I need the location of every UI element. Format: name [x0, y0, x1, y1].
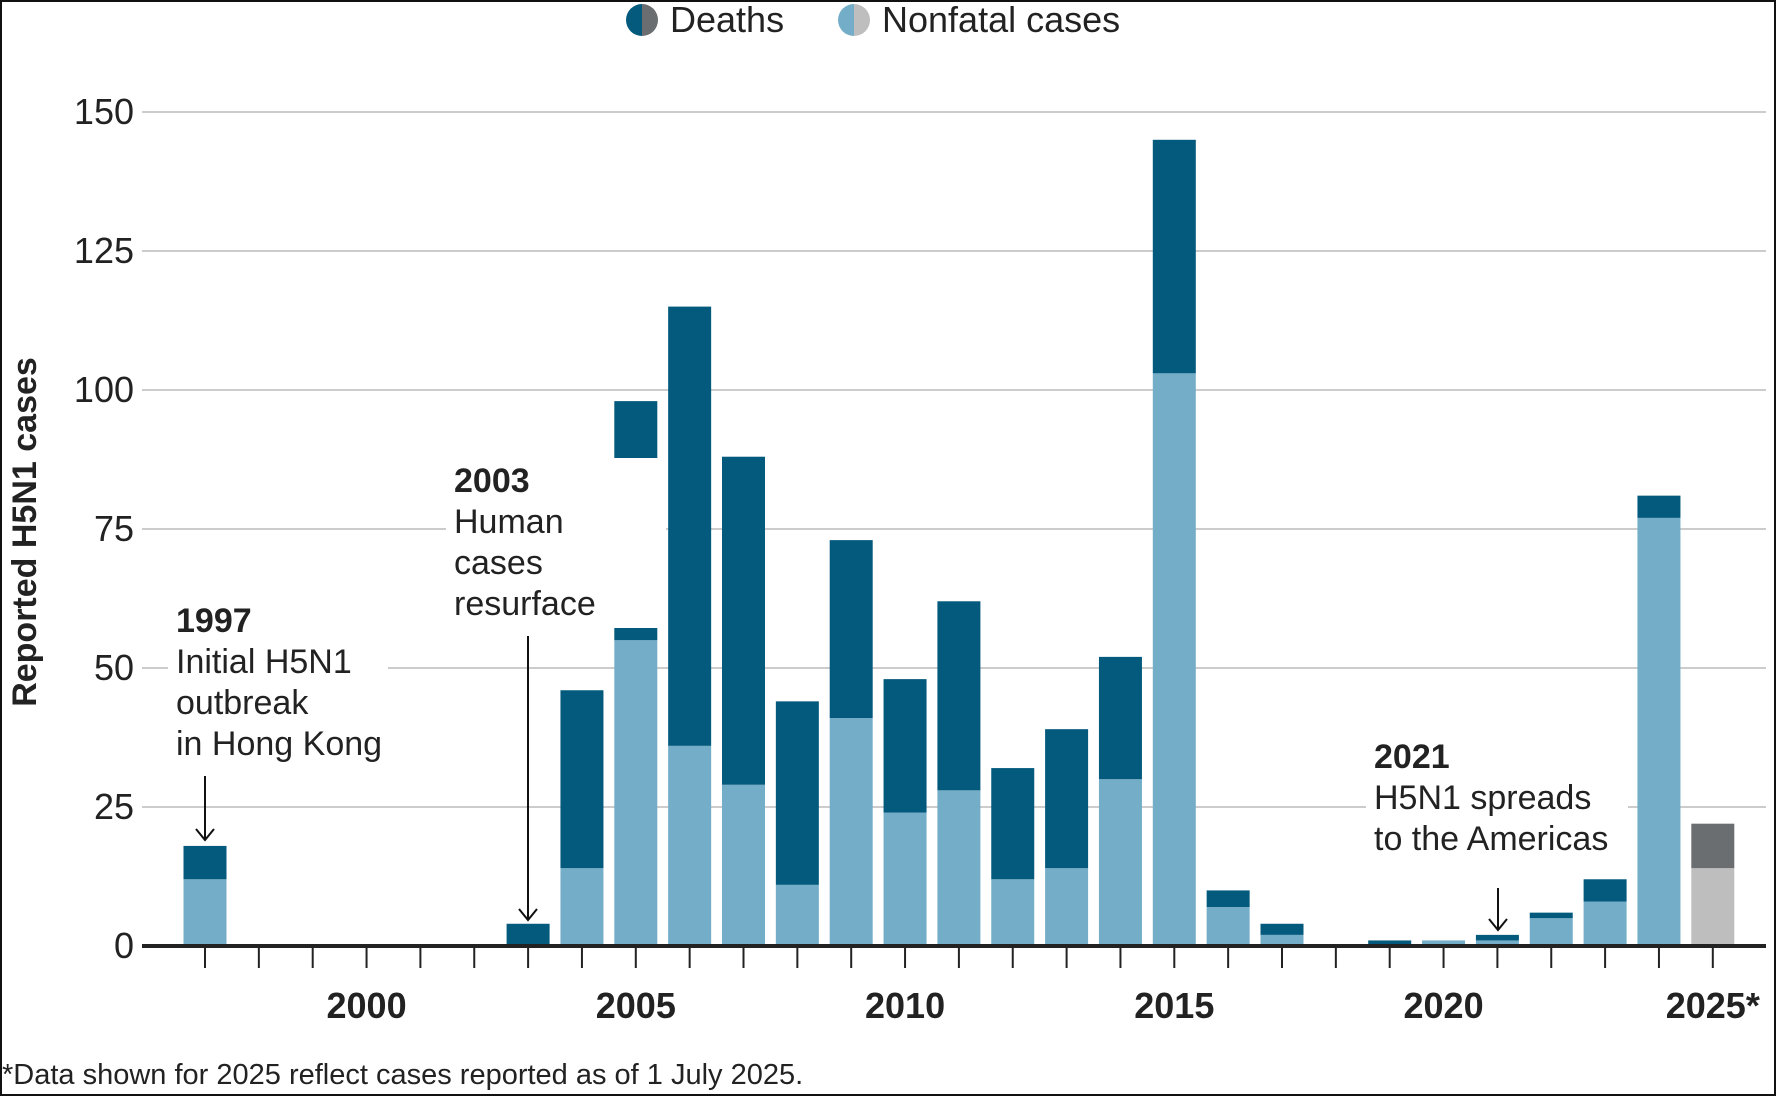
annotation-line-2003-3: resurface	[454, 585, 596, 623]
bar-nonfatal-2017	[1260, 934, 1304, 946]
bar-deaths-2013	[1045, 729, 1089, 869]
bar-nonfatal-2008	[775, 884, 819, 946]
annotation-arrowhead-2003	[518, 908, 538, 922]
bar-nonfatal-2011	[937, 790, 981, 946]
annotation-arrowhead-1997	[195, 828, 215, 842]
bar-deaths-2021	[1475, 934, 1519, 941]
x-tick-label-2020: 2020	[1404, 985, 1484, 1026]
bar-nonfatal-2007	[722, 784, 765, 946]
bar-deaths-2024	[1637, 495, 1681, 518]
annotation-line-1997-3: in Hong Kong	[176, 725, 382, 763]
annotation-line-2003-1: Human	[454, 503, 564, 541]
x-tick-label-2010: 2010	[865, 985, 945, 1026]
legend-swatch-nonfatal	[838, 4, 870, 36]
bar-deaths-2015	[1152, 139, 1196, 374]
y-tick-label-75: 75	[94, 508, 134, 549]
bar-nonfatal-2012	[991, 879, 1035, 946]
y-tick-label-100: 100	[74, 369, 134, 410]
bar-deaths-2019	[1368, 940, 1412, 946]
bar-nonfatal-2014	[1098, 779, 1142, 946]
bar-deaths-2011	[937, 601, 981, 791]
x-tick-label-2000: 2000	[327, 985, 407, 1026]
legend-label-nonfatal: Nonfatal cases	[882, 2, 1120, 40]
bar-deaths-2006	[668, 306, 712, 746]
bar-deaths-2023	[1583, 879, 1627, 902]
bar-nonfatal-2020	[1422, 940, 1466, 946]
bar-deaths-1997	[183, 845, 227, 880]
legend: Deaths Nonfatal cases	[626, 2, 1120, 40]
annotation-year-1997: 1997	[176, 602, 252, 640]
y-tick-label-150: 150	[74, 91, 134, 132]
bar-deaths-2004	[560, 690, 604, 869]
bar-nonfatal-2024	[1637, 517, 1681, 946]
y-tick-label-50: 50	[94, 647, 134, 688]
y-tick-label-125: 125	[74, 230, 134, 271]
bar-nonfatal-2005	[614, 640, 658, 946]
bar-nonfatal-2016	[1206, 907, 1250, 946]
annotation-arrowhead-2021	[1488, 918, 1508, 932]
bar-nonfatal-1997	[183, 879, 227, 946]
annotation-line-2021-2: to the Americas	[1374, 820, 1608, 858]
y-tick-label-0: 0	[114, 925, 134, 966]
legend-swatch-deaths	[626, 4, 658, 36]
annotation-year-2021: 2021	[1374, 738, 1450, 776]
bar-deaths-2014	[1098, 656, 1142, 780]
bar-nonfatal-2013	[1045, 868, 1089, 946]
x-tick-label-2015: 2015	[1134, 985, 1214, 1026]
bar-nonfatal-2009	[829, 718, 873, 946]
annotation-line-1997-2: outbreak	[176, 684, 309, 722]
bar-nonfatal-2004	[560, 868, 604, 946]
bar-deaths-2008	[775, 701, 819, 885]
legend-label-deaths: Deaths	[670, 2, 784, 40]
bar-deaths-2017	[1260, 923, 1304, 935]
bar-deaths-2012	[991, 768, 1035, 880]
bar-nonfatal-2010	[883, 812, 927, 946]
bar-deaths-2016	[1206, 890, 1250, 908]
bar-nonfatal-2021	[1475, 940, 1519, 946]
bar-deaths-2010	[883, 679, 927, 813]
annotation-backdrop-1997	[168, 598, 388, 768]
bar-deaths-2003	[506, 923, 550, 946]
annotation-line-2003-2: cases	[454, 544, 543, 582]
bar-nonfatal-2006	[668, 745, 712, 946]
y-axis-label: Reported H5N1 cases	[6, 357, 44, 707]
annotation-line-1997-1: Initial H5N1	[176, 643, 352, 681]
annotation-line-2021-1: H5N1 spreads	[1374, 779, 1591, 817]
bar-nonfatal-2022	[1529, 918, 1573, 946]
bar-nonfatal-2023	[1583, 901, 1627, 946]
bar-deaths-2022	[1529, 912, 1573, 919]
bar-deaths-2007	[722, 456, 765, 785]
x-tick-label-2025*: 2025*	[1666, 985, 1760, 1026]
bar-nonfatal-2015	[1152, 373, 1196, 946]
bar-deaths-2009	[829, 540, 873, 719]
annotation-backdrop-2021	[1366, 734, 1628, 863]
footnote: *Data shown for 2025 reflect cases repor…	[2, 1059, 803, 1091]
axes: 0 25 50 75 100 125 150 2000 2005 2010 2015 2020 2025…	[74, 91, 1766, 1026]
y-tick-label-25: 25	[94, 786, 134, 827]
annotation-backdrop-2003	[446, 458, 666, 628]
x-tick-label-2005: 2005	[596, 985, 676, 1026]
bar-deaths-2025	[1691, 823, 1735, 869]
bar-nonfatal-2025	[1691, 868, 1735, 946]
annotation-year-2003: 2003	[454, 462, 530, 500]
